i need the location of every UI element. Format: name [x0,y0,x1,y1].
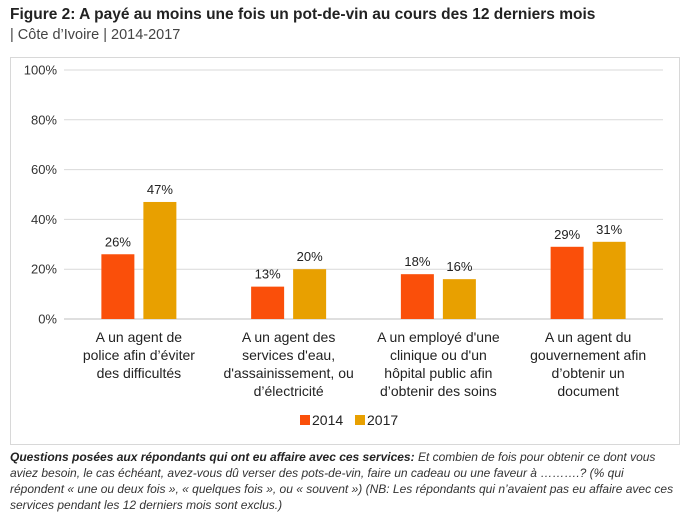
data-label: 16% [446,259,472,274]
x-category-label: hôpital public afin [384,365,492,381]
x-category-label: document [557,383,619,399]
legend-swatch-2014 [300,415,310,425]
footnote: Questions posées aux répondants qui ont … [10,449,680,513]
data-label: 13% [255,267,281,282]
x-category-label: services d'eau, [242,347,335,363]
x-category-label: d’obtenir un [552,365,625,381]
x-category-label: des difficultés [97,365,182,381]
data-label: 31% [596,222,622,237]
data-label: 29% [554,227,580,242]
bar-chart: 0% 20% 40% 60% 80% 100% 26% 47% A un agent de pol… [24,63,663,428]
y-tick-label: 0% [38,312,57,327]
x-category-label: police afin d’éviter [83,347,195,363]
chart-subtitle: | Côte d’Ivoire | 2014-2017 [10,27,181,43]
x-category-label: d’électricité [254,383,324,399]
x-category-label: d'assainissement, ou [223,365,353,381]
bar-2014 [400,274,434,319]
x-category-label: clinique ou d'un [390,347,487,363]
y-tick-label: 20% [31,262,57,277]
x-category-label: A un agent du [545,329,631,345]
footnote-text: Et combien de fois pour obtenir ce dont … [10,450,674,512]
data-label: 47% [147,182,173,197]
y-tick-label: 40% [31,212,57,227]
y-tick-label: 100% [24,63,58,78]
bar-2017 [143,201,177,319]
x-category-label: gouvernement afin [530,347,646,363]
legend-label: 2014 [312,412,343,428]
footnote-question: Questions posées aux répondants qui ont … [10,450,415,464]
bar-2014 [101,254,135,319]
y-tick-label: 80% [31,112,57,127]
bar-2017 [442,279,476,319]
bar-2014 [251,286,285,319]
bar-2017 [592,241,626,319]
bar-2017 [293,269,327,319]
legend-swatch-2017 [355,415,365,425]
x-category-label: A un agent des [242,329,335,345]
legend-label: 2017 [367,412,398,428]
x-category-label: d’obtenir des soins [380,383,497,399]
x-category-label: A un agent de [96,329,183,345]
data-label: 26% [105,234,131,249]
data-label: 18% [404,254,430,269]
chart-title: Figure 2: A payé au moins une fois un po… [10,6,596,23]
data-label: 20% [297,249,323,264]
y-tick-label: 60% [31,162,57,177]
chart-frame [10,57,680,445]
bar-2014 [550,246,584,319]
x-category-label: A un employé d'une [377,329,500,345]
